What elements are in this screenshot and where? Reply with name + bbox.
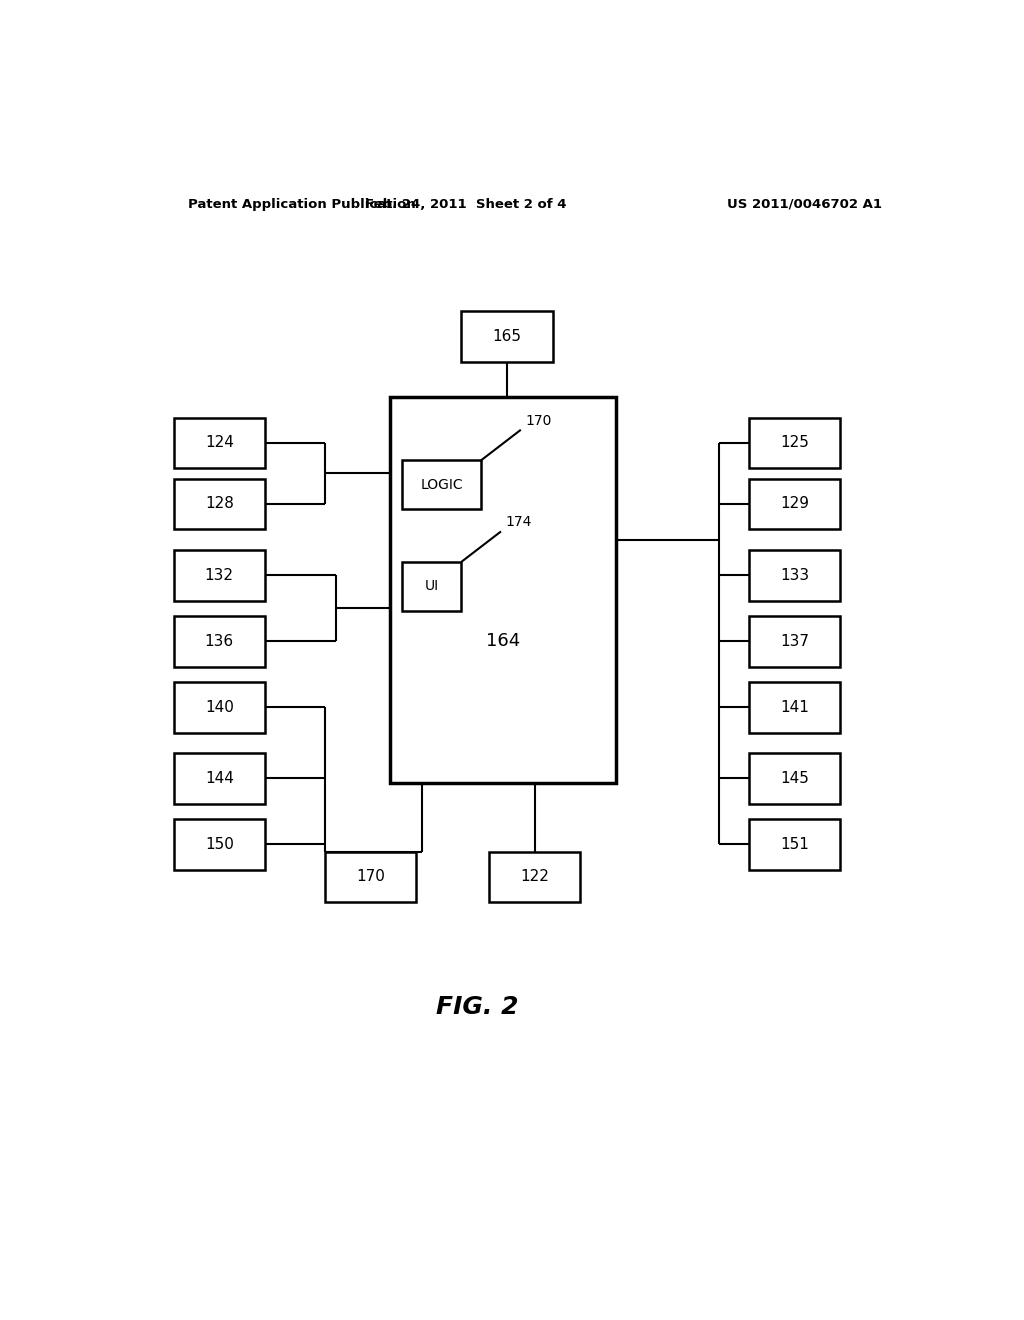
Text: 132: 132: [205, 568, 233, 582]
Bar: [461, 312, 553, 362]
Text: 174: 174: [506, 515, 532, 529]
Text: 128: 128: [205, 496, 233, 511]
Bar: [749, 615, 841, 667]
Bar: [749, 417, 841, 469]
Text: 170: 170: [356, 870, 385, 884]
Bar: [401, 562, 461, 611]
Text: 137: 137: [780, 634, 809, 648]
Bar: [749, 818, 841, 870]
Bar: [174, 818, 265, 870]
Text: UI: UI: [425, 579, 438, 593]
Text: FIG. 2: FIG. 2: [436, 995, 518, 1019]
Text: 125: 125: [780, 436, 809, 450]
Bar: [401, 461, 481, 510]
Bar: [174, 682, 265, 733]
Text: 144: 144: [205, 771, 233, 785]
Text: 141: 141: [780, 700, 809, 714]
Text: 165: 165: [493, 329, 521, 343]
Text: 170: 170: [525, 413, 552, 428]
Bar: [174, 417, 265, 469]
Text: US 2011/0046702 A1: US 2011/0046702 A1: [727, 198, 882, 211]
Bar: [749, 752, 841, 804]
Text: Patent Application Publication: Patent Application Publication: [187, 198, 416, 211]
Bar: [174, 615, 265, 667]
Bar: [749, 479, 841, 529]
Text: 140: 140: [205, 700, 233, 714]
Text: 145: 145: [780, 771, 809, 785]
Bar: [749, 682, 841, 733]
Bar: [174, 549, 265, 601]
Text: 122: 122: [520, 870, 549, 884]
Text: 133: 133: [780, 568, 809, 582]
Text: 164: 164: [485, 632, 520, 651]
Bar: [489, 851, 581, 903]
Text: 129: 129: [780, 496, 809, 511]
Text: 124: 124: [205, 436, 233, 450]
Text: LOGIC: LOGIC: [420, 478, 463, 491]
Text: Feb. 24, 2011  Sheet 2 of 4: Feb. 24, 2011 Sheet 2 of 4: [365, 198, 566, 211]
Text: 136: 136: [205, 634, 233, 648]
Bar: [174, 752, 265, 804]
Bar: [749, 549, 841, 601]
Bar: [390, 397, 616, 784]
Bar: [325, 851, 416, 903]
Text: 151: 151: [780, 837, 809, 851]
Text: 150: 150: [205, 837, 233, 851]
Bar: [174, 479, 265, 529]
